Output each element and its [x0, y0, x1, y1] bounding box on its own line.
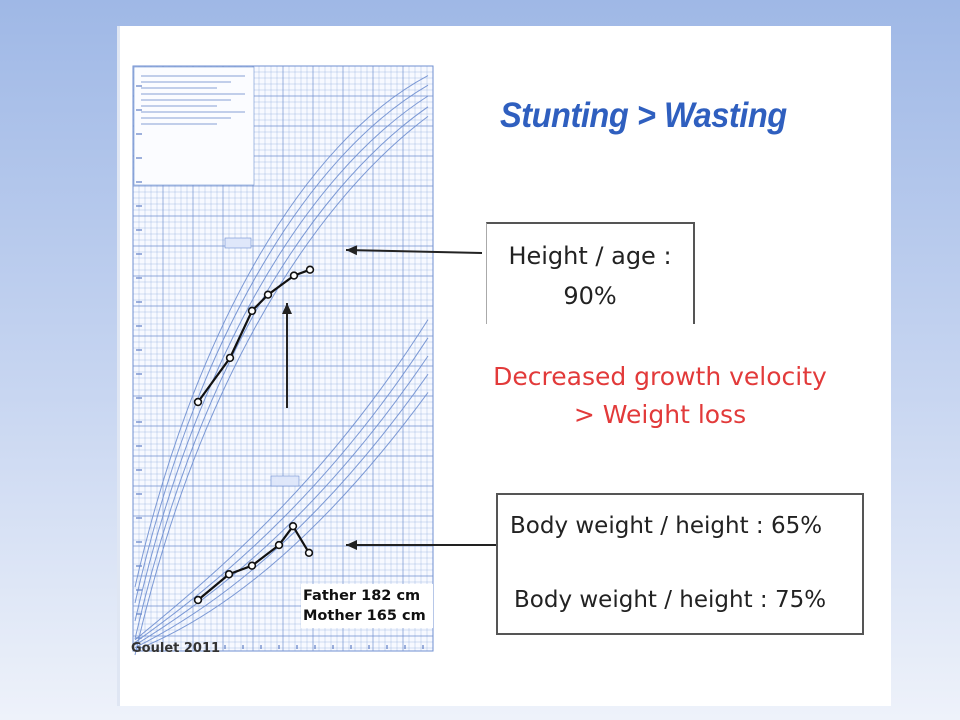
- weight-height-box: Body weight / height : 65% Body weight /…: [496, 493, 864, 635]
- father-height: Father 182 cm: [303, 588, 421, 604]
- weight-series-point: [288, 521, 298, 531]
- height-series-point: [193, 397, 203, 407]
- weight-series-point: [274, 540, 284, 550]
- height-percentile-curve: [134, 115, 429, 656]
- height-series-point: [305, 265, 315, 274]
- arrow-velocity-head: [282, 303, 292, 314]
- height-age-box: Height / age : 90%: [486, 222, 695, 324]
- weight-series-point: [304, 548, 314, 557]
- velocity-text-line1: Decreased growth velocity: [493, 362, 827, 391]
- height-percentile-curve: [134, 95, 429, 622]
- parents-heights: Father 182 cm Mother 165 cm: [301, 584, 433, 628]
- weight-series: [197, 524, 310, 601]
- height-series-point: [289, 271, 299, 280]
- height-series-point: [225, 353, 235, 363]
- height-series-point: [263, 290, 273, 299]
- credit-text: Goulet 2011: [131, 641, 221, 656]
- height-age-label: Height / age :: [508, 242, 672, 270]
- arrow-to-height: [345, 249, 483, 254]
- slide: Stunting > Wasting Height / age : 90% De…: [117, 26, 891, 706]
- weight-percentile-curve: [134, 392, 429, 651]
- height-percentile-curve: [134, 84, 429, 604]
- height-percentile-curve: [134, 106, 429, 640]
- velocity-text-line2: > Weight loss: [573, 400, 747, 429]
- chart-label-height: [224, 237, 252, 249]
- chart-header-panel: [133, 66, 255, 186]
- weight-series-point: [193, 595, 203, 605]
- arrow-to-weight-head: [346, 540, 357, 550]
- weight-series-point: [224, 570, 234, 579]
- weight-percentile-curve: [134, 355, 429, 646]
- weight-height-line1: Body weight / height : 65%: [510, 513, 823, 539]
- growth-chart: [132, 65, 500, 656]
- weight-percentile-curve: [134, 319, 429, 641]
- height-percentile-curve: [134, 75, 429, 588]
- weight-percentile-curve: [134, 337, 429, 643]
- weight-height-line2: Body weight / height : 75%: [514, 587, 827, 613]
- height-age-value: 90%: [563, 282, 617, 310]
- arrow-to-height-head: [346, 245, 358, 256]
- mother-height: Mother 165 cm: [303, 608, 426, 624]
- height-series-point: [247, 306, 257, 316]
- weight-series-point: [247, 561, 257, 570]
- slide-title: Stunting > Wasting: [500, 96, 787, 135]
- chart-label-weight: [270, 475, 300, 487]
